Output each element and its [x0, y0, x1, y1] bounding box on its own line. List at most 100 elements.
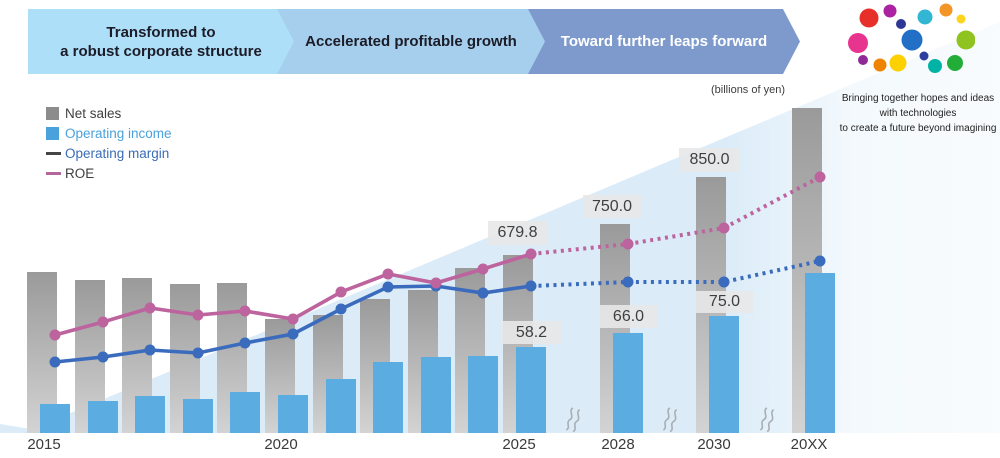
logo-dot — [956, 14, 966, 24]
legend-swatch-square — [46, 126, 59, 140]
axis-break — [759, 407, 775, 433]
logo-dot — [883, 4, 897, 18]
bar-operating-income-2015 — [40, 404, 70, 433]
logo-dot — [848, 33, 868, 53]
operating-margin-marker-2025 — [525, 280, 537, 292]
chart-legend: Net sales Operating income Operating margi… — [46, 103, 172, 183]
axis-break — [662, 407, 678, 433]
banner-phase-1: Transformed to a robust corporate struct… — [28, 9, 304, 74]
logo-dot — [858, 55, 868, 65]
legend-swatch-line — [46, 151, 61, 155]
roe-marker-2025 — [525, 248, 537, 260]
x-axis-label-2028: 2028 — [601, 436, 635, 453]
roe-marker-2015 — [49, 329, 61, 341]
roe-marker-2024 — [477, 263, 489, 275]
legend-label: Operating margin — [65, 145, 170, 161]
logo-dot — [919, 51, 929, 61]
logo-dot — [939, 3, 953, 17]
operating-margin-marker-2015 — [49, 356, 61, 368]
axis-break-squiggle — [662, 407, 671, 431]
bar-operating-income-2030 — [709, 316, 739, 433]
value-label-58.2: 58.2 — [502, 321, 561, 344]
roe-marker-2018 — [192, 309, 204, 321]
operating-margin-marker-2022 — [382, 281, 394, 293]
bar-operating-income-2021 — [326, 379, 356, 433]
value-label-66.0: 66.0 — [599, 305, 658, 328]
bar-operating-income-2023 — [421, 357, 451, 433]
legend-label: Net sales — [65, 105, 122, 121]
banner-phase-1-label: Transformed to a robust corporate struct… — [60, 23, 262, 60]
value-label-750.0: 750.0 — [583, 195, 641, 218]
roe-line-dotted — [530, 175, 821, 256]
bar-operating-income-2025 — [516, 347, 546, 433]
bar-operating-income-2022 — [373, 362, 403, 433]
banner-phase-3-label: Toward further leaps forward — [560, 33, 768, 50]
bar-operating-income-2020 — [278, 395, 308, 433]
x-axis-label-2020: 2020 — [264, 436, 298, 453]
axis-break — [565, 407, 581, 433]
legend-item-roe: ROE — [46, 163, 172, 183]
bar-operating-income-2018 — [183, 399, 213, 433]
legend-label: Operating income — [65, 125, 172, 141]
logo-dot — [896, 19, 906, 29]
axis-break-squiggle — [669, 408, 678, 433]
operating-margin-marker-2030 — [718, 276, 730, 288]
legend-item-net-sales: Net sales — [46, 103, 172, 123]
legend-swatch-line — [46, 171, 61, 175]
roe-marker-2022 — [382, 268, 394, 280]
logo-dots-canvas — [848, 3, 975, 73]
legend-swatch-square — [46, 106, 59, 120]
legend-item-operating-income: Operating income — [46, 123, 172, 143]
roe-marker-2019 — [239, 305, 251, 317]
operating-margin-marker-2018 — [192, 347, 204, 359]
roe-marker-2028 — [622, 238, 634, 250]
axis-break-squiggle — [759, 407, 768, 431]
bar-operating-income-2017 — [135, 396, 165, 433]
operating-margin-marker-2024 — [477, 287, 489, 299]
x-axis-label-2015: 2015 — [27, 436, 61, 453]
roe-marker-2021 — [335, 286, 347, 298]
logo-dot — [873, 58, 887, 72]
logo-dot — [859, 8, 879, 28]
bar-operating-income-2016 — [88, 401, 118, 433]
banner-phase-3: Toward further leaps forward — [528, 9, 800, 74]
legend-label: ROE — [65, 165, 95, 181]
x-axis-label-2030: 2030 — [697, 436, 731, 453]
bar-operating-income-20XX — [805, 273, 835, 433]
x-axis-label-20XX: 20XX — [790, 436, 828, 453]
operating-margin-marker-2016 — [97, 351, 109, 363]
axis-break-squiggle — [572, 408, 581, 433]
value-label-679.8: 679.8 — [488, 221, 547, 245]
roe-marker-2017 — [144, 302, 156, 314]
banner-phase-2-label: Accelerated profitable growth — [305, 33, 517, 50]
logo-dot — [956, 30, 975, 50]
logo-dot — [917, 9, 933, 25]
bar-operating-income-2024 — [468, 356, 498, 433]
operating-margin-marker-2020 — [287, 328, 299, 340]
bar-operating-income-2019 — [230, 392, 260, 433]
axis-break-squiggle — [766, 408, 775, 433]
roe-marker-20XX — [814, 171, 826, 183]
bar-operating-income-2028 — [613, 333, 643, 433]
operating-margin-marker-2021 — [335, 303, 347, 315]
operating-margin-marker-2019 — [239, 337, 251, 349]
operating-margin-marker-2017 — [144, 344, 156, 356]
value-label-75.0: 75.0 — [696, 291, 753, 313]
logo-dot — [901, 29, 923, 51]
logo-dot — [889, 54, 907, 72]
logo-dot — [947, 55, 963, 71]
logo-dot — [928, 59, 942, 73]
roe-marker-2016 — [97, 316, 109, 328]
operating-margin-marker-2028 — [622, 276, 634, 288]
axis-break-squiggle — [565, 407, 574, 431]
units-label: (billions of yen) — [711, 84, 785, 96]
legend-item-operating-margin: Operating margin — [46, 143, 172, 163]
company-tagline: Bringing together hopes and ideas with t… — [839, 93, 997, 134]
operating-margin-line-dotted — [530, 259, 821, 288]
banner-phase-2: Accelerated profitable growth — [277, 9, 557, 74]
x-axis-label-2025: 2025 — [502, 436, 536, 453]
operating-margin-marker-20XX — [814, 255, 826, 267]
roe-marker-2023 — [430, 277, 442, 289]
roe-marker-2030 — [718, 222, 730, 234]
